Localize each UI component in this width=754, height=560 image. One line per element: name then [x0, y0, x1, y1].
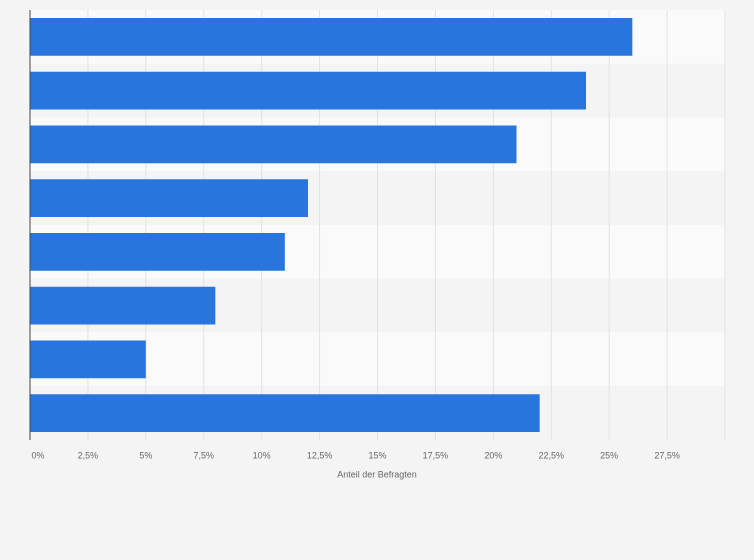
x-tick-label: 27,5%: [654, 450, 680, 460]
bar: [30, 71, 586, 110]
x-tick-label: 17,5%: [423, 450, 449, 460]
bar: [30, 233, 285, 271]
bar: [30, 18, 633, 56]
bar: [30, 394, 540, 432]
x-tick-label: 15%: [368, 450, 386, 460]
x-tick-label: 12,5%: [307, 450, 333, 460]
x-tick-label: 0%: [31, 450, 44, 460]
x-tick-label: 2,5%: [78, 450, 99, 460]
x-tick-label: 20%: [484, 450, 502, 460]
x-tick-label: 25%: [600, 450, 618, 460]
x-tick-label: 10%: [253, 450, 271, 460]
bar: [30, 125, 517, 164]
bar: [30, 286, 216, 325]
x-tick-label: 7,5%: [193, 450, 214, 460]
x-axis-label: Anteil der Befragten: [337, 469, 417, 479]
bar: [30, 179, 308, 217]
x-tick-label: 22,5%: [538, 450, 564, 460]
x-tick-label: 5%: [139, 450, 152, 460]
bar: [30, 340, 146, 379]
